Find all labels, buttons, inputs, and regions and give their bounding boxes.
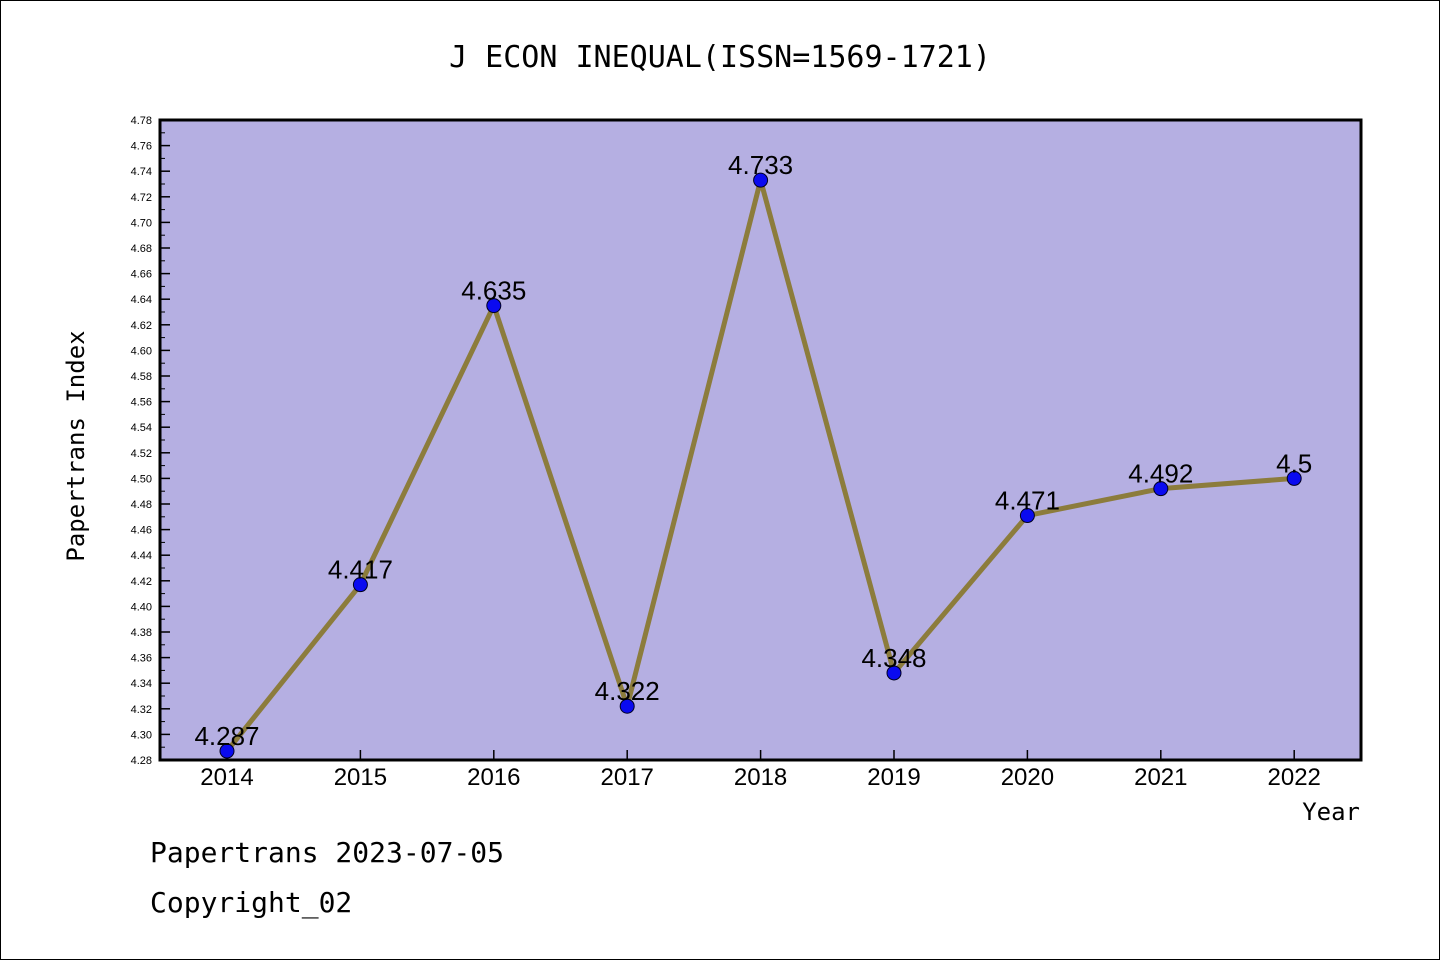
y-tick-label: 4.56 xyxy=(131,397,152,409)
x-tick-label: 2022 xyxy=(1268,764,1321,791)
y-tick-label: 4.30 xyxy=(131,729,152,741)
x-tick-label: 2017 xyxy=(601,764,654,791)
data-label: 4.322 xyxy=(595,676,660,706)
data-point-marker xyxy=(753,172,769,188)
y-tick-label: 4.36 xyxy=(131,653,152,665)
x-axis-ticks: 2014 2015 2016 2017 2018 2019 2020 2021 2022 xyxy=(200,750,1321,791)
data-label: 4.5 xyxy=(1276,448,1312,478)
data-labels: 4.287 4.417 4.635 4.322 4.733 4.348 4.471 4.492… xyxy=(194,150,1312,751)
x-tick-label: 2018 xyxy=(734,764,787,791)
data-label: 4.287 xyxy=(194,721,259,751)
x-tick-label: 2015 xyxy=(334,764,387,791)
copyright-text: Copyright_02 xyxy=(150,886,353,919)
y-tick-label: 4.72 xyxy=(131,192,152,204)
x-tick-label: 2020 xyxy=(1001,764,1054,791)
chart-title: J ECON INEQUAL(ISSN=1569-1721) xyxy=(449,40,991,75)
y-tick-label: 4.66 xyxy=(131,269,152,281)
y-tick-label: 4.32 xyxy=(131,704,152,716)
y-axis-label: Papertrans Index xyxy=(62,330,90,561)
data-point-marker xyxy=(352,577,368,593)
y-tick-label: 4.50 xyxy=(131,473,152,485)
x-tick-label: 2021 xyxy=(1134,764,1187,791)
y-tick-label: 4.42 xyxy=(131,576,152,588)
x-axis-label: Year xyxy=(1302,798,1360,826)
data-label: 4.348 xyxy=(861,643,926,673)
y-tick-label: 4.28 xyxy=(131,755,152,767)
data-label: 4.733 xyxy=(728,150,793,180)
plot-area xyxy=(158,118,1363,762)
data-label: 4.635 xyxy=(461,276,526,306)
x-tick-label: 2016 xyxy=(467,764,520,791)
y-tick-label: 4.52 xyxy=(131,448,152,460)
data-label: 4.492 xyxy=(1128,459,1193,489)
y-tick-label: 4.78 xyxy=(131,115,152,127)
y-axis-ticks: 4.28 4.30 4.32 4.34 4.36 4.38 4.40 4.42 4.44 4.46… xyxy=(131,115,170,767)
data-point-marker xyxy=(219,743,235,759)
x-tick-label: 2019 xyxy=(867,764,920,791)
y-tick-label: 4.44 xyxy=(131,550,152,562)
data-label: 4.471 xyxy=(995,486,1060,516)
y-tick-label: 4.74 xyxy=(131,166,152,178)
data-point-marker xyxy=(486,298,502,314)
y-tick-label: 4.64 xyxy=(131,294,152,306)
data-point-marker xyxy=(619,698,635,714)
y-tick-label: 4.62 xyxy=(131,320,152,332)
y-tick-label: 4.68 xyxy=(131,243,152,255)
data-label: 4.417 xyxy=(328,555,393,585)
data-point-marker xyxy=(1286,470,1302,486)
y-tick-label: 4.54 xyxy=(131,422,152,434)
data-point-marker xyxy=(1019,508,1035,524)
data-point-marker xyxy=(1153,481,1169,497)
y-tick-label: 4.60 xyxy=(131,345,152,357)
y-tick-label: 4.46 xyxy=(131,525,152,537)
data-series xyxy=(219,172,1302,759)
data-point-marker xyxy=(886,665,902,681)
y-tick-label: 4.76 xyxy=(131,141,152,153)
y-tick-label: 4.34 xyxy=(131,678,152,690)
y-tick-label: 4.40 xyxy=(131,601,152,613)
y-tick-label: 4.38 xyxy=(131,627,152,639)
y-tick-label: 4.70 xyxy=(131,217,152,229)
source-date-text: Papertrans 2023-07-05 xyxy=(150,836,505,869)
x-tick-label: 2014 xyxy=(200,764,253,791)
y-tick-label: 4.58 xyxy=(131,371,152,383)
y-tick-label: 4.48 xyxy=(131,499,152,511)
